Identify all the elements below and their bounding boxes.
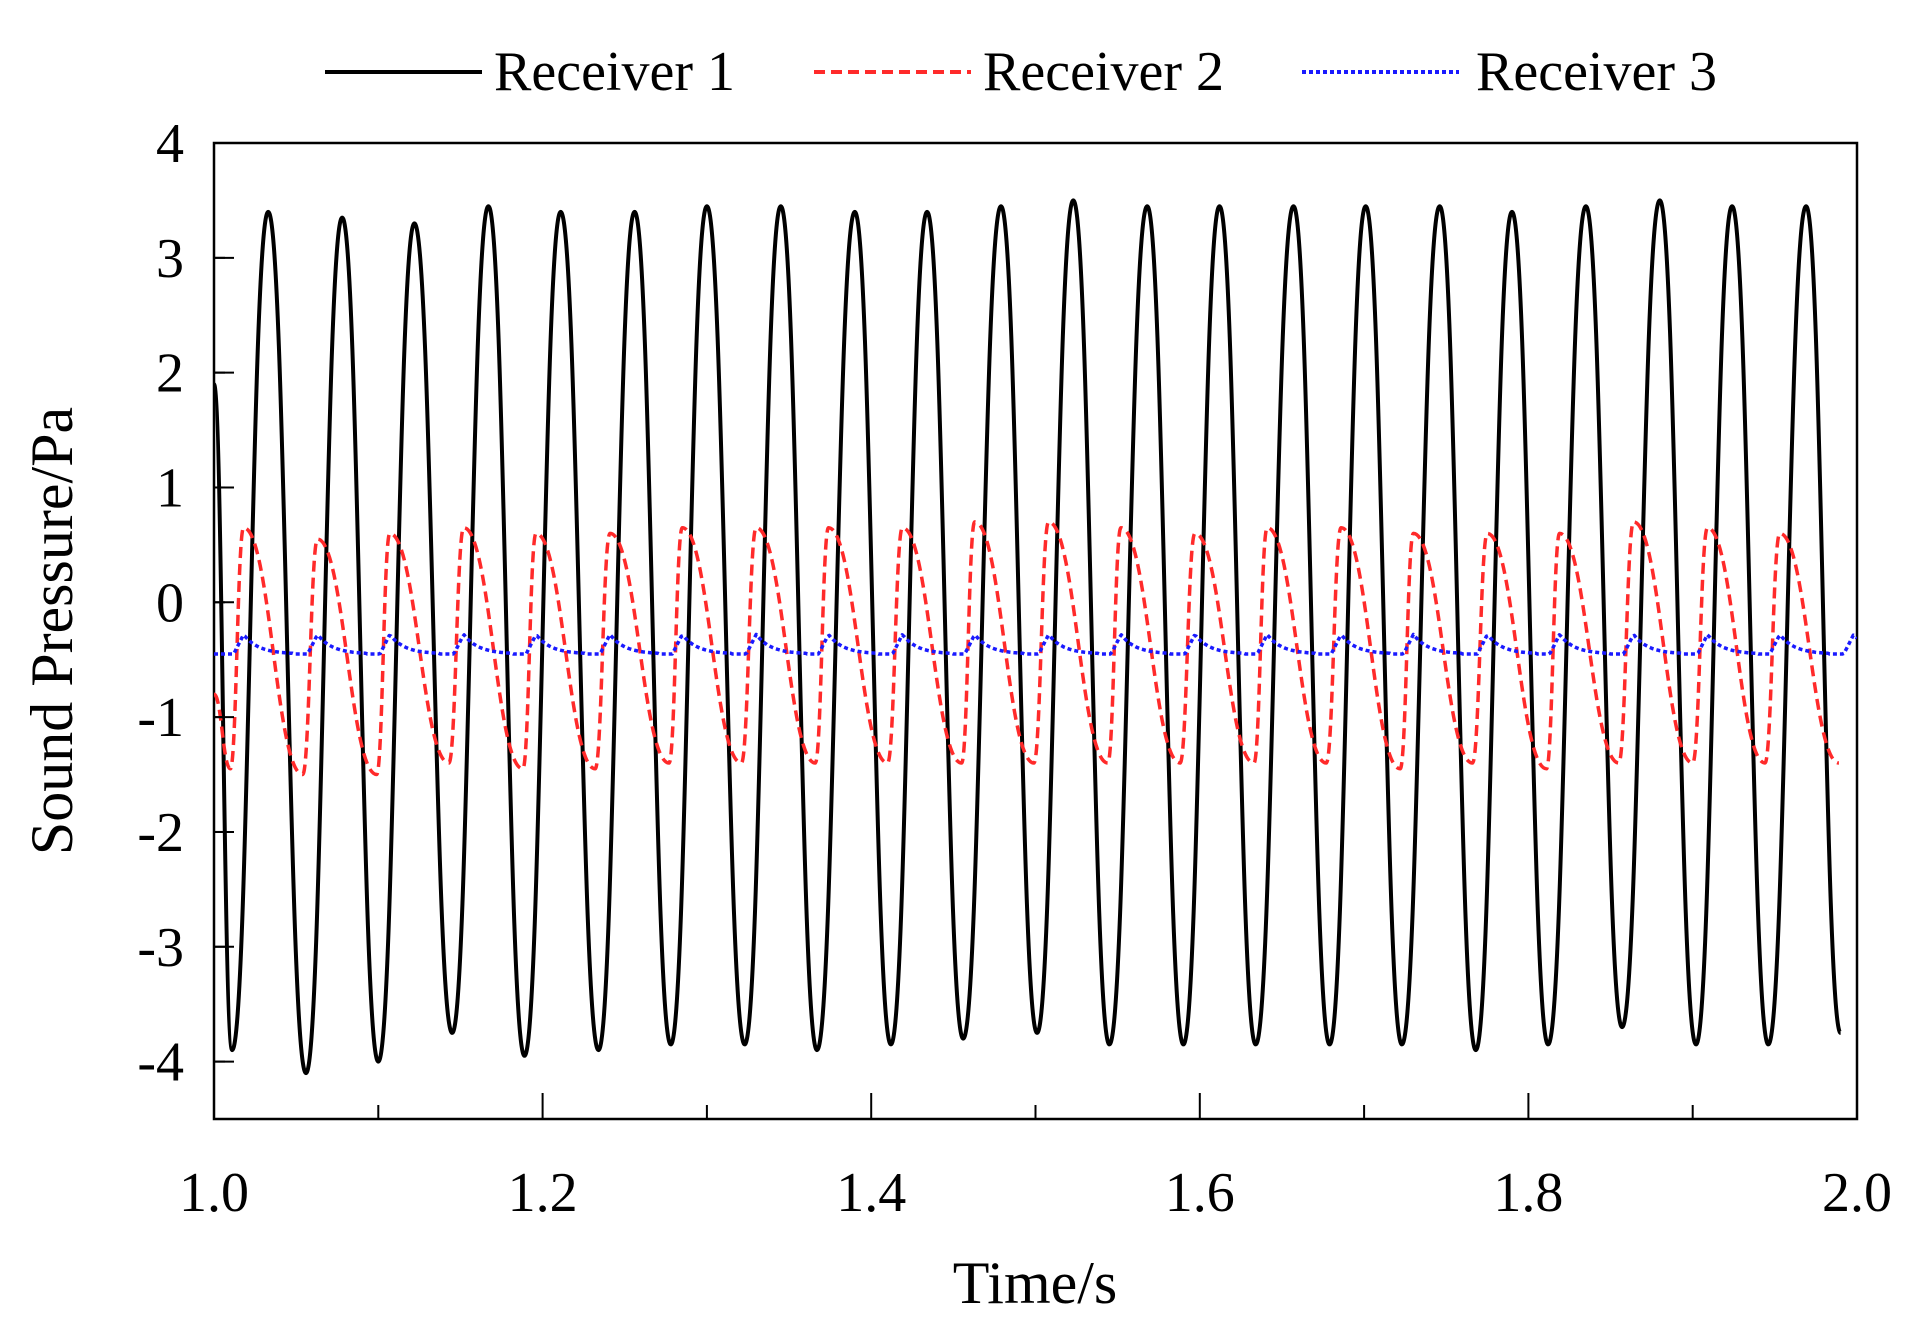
x-axis-title: Time/s [953, 1250, 1118, 1316]
x-tick-label: 1.0 [179, 1162, 249, 1224]
legend-item-receiver-1[interactable]: Receiver 1 [325, 41, 735, 103]
legend-label-receiver-2: Receiver 2 [983, 41, 1224, 103]
y-tick-label: 2 [156, 343, 184, 405]
y-tick-label: 1 [156, 457, 184, 519]
legend-item-receiver-3[interactable]: Receiver 3 [1302, 41, 1717, 103]
legend-label-receiver-3: Receiver 3 [1476, 41, 1717, 103]
y-tick-label: 0 [156, 572, 184, 634]
y-tick-label: -3 [137, 917, 184, 979]
y-tick-label: 3 [156, 228, 184, 290]
x-axis: 1.0 1.2 1.4 1.6 1.8 2.0 [179, 1093, 1892, 1224]
y-tick-label: 4 [156, 113, 184, 175]
legend: Receiver 1 Receiver 2 Receiver 3 [325, 41, 1717, 103]
y-tick-label: -2 [137, 802, 184, 864]
x-tick-label: 1.2 [508, 1162, 578, 1224]
x-tick-label: 2.0 [1822, 1162, 1892, 1224]
x-tick-label: 1.6 [1165, 1162, 1235, 1224]
series-layer [214, 198, 1857, 1076]
series-line-receiver-1 [214, 198, 1843, 1076]
y-axis-title: Sound Pressure/Pa [19, 407, 85, 855]
legend-label-receiver-1: Receiver 1 [494, 41, 735, 103]
legend-item-receiver-2[interactable]: Receiver 2 [814, 41, 1224, 103]
series-line-receiver-2 [214, 520, 1840, 777]
x-tick-label: 1.4 [836, 1162, 906, 1224]
x-tick-label: 1.8 [1493, 1162, 1563, 1224]
y-axis: 4 3 2 1 0 -1 -2 -3 -4 [137, 113, 234, 1094]
y-tick-label: -1 [137, 687, 184, 749]
series-line-receiver-3 [214, 632, 1857, 656]
y-tick-label: -4 [137, 1032, 184, 1094]
